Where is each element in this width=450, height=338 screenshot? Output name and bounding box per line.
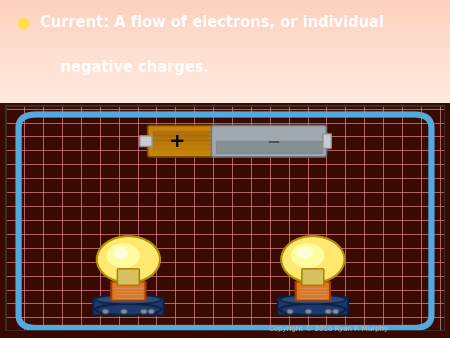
- Text: Copyright © 2010 Ryan P. Murphy: Copyright © 2010 Ryan P. Murphy: [269, 325, 388, 332]
- Text: Current: A flow of electrons, or individual: Current: A flow of electrons, or individ…: [40, 16, 384, 30]
- FancyBboxPatch shape: [140, 136, 152, 146]
- Circle shape: [325, 309, 331, 314]
- Circle shape: [103, 309, 108, 314]
- Ellipse shape: [280, 295, 346, 304]
- FancyBboxPatch shape: [148, 125, 219, 157]
- Circle shape: [306, 309, 311, 314]
- Ellipse shape: [280, 304, 346, 315]
- Circle shape: [121, 309, 127, 314]
- Circle shape: [297, 247, 313, 259]
- Circle shape: [287, 309, 293, 314]
- Ellipse shape: [95, 304, 161, 315]
- FancyBboxPatch shape: [302, 269, 324, 285]
- FancyBboxPatch shape: [111, 282, 145, 301]
- FancyBboxPatch shape: [212, 125, 326, 157]
- Text: negative charges.: negative charges.: [40, 60, 210, 75]
- FancyBboxPatch shape: [296, 282, 330, 301]
- FancyBboxPatch shape: [117, 269, 140, 285]
- FancyBboxPatch shape: [323, 134, 331, 148]
- Circle shape: [97, 236, 160, 283]
- Ellipse shape: [95, 295, 161, 304]
- Circle shape: [141, 309, 147, 314]
- Circle shape: [148, 309, 154, 314]
- Circle shape: [112, 247, 128, 259]
- Text: +: +: [169, 132, 186, 151]
- Circle shape: [106, 243, 140, 268]
- Circle shape: [281, 236, 344, 283]
- Circle shape: [333, 309, 339, 314]
- Circle shape: [291, 243, 324, 268]
- FancyBboxPatch shape: [93, 297, 163, 315]
- Text: −: −: [266, 132, 280, 150]
- FancyBboxPatch shape: [278, 297, 348, 315]
